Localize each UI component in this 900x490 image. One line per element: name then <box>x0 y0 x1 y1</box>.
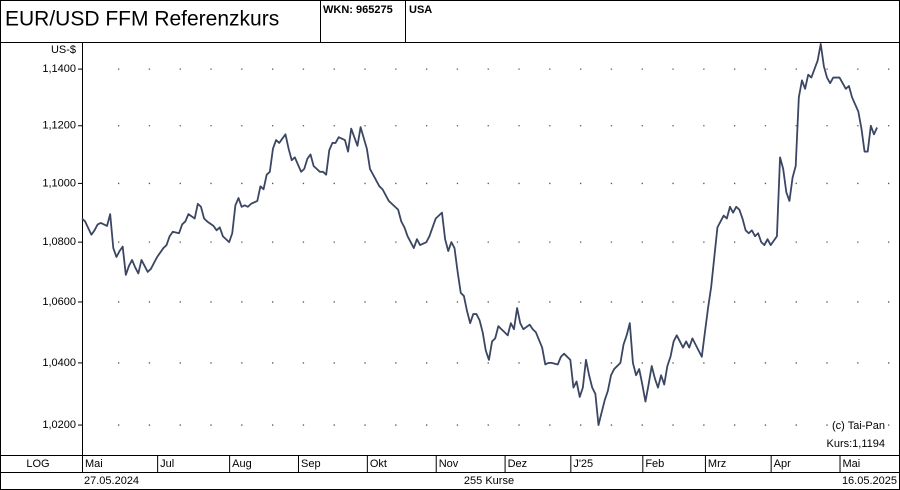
wkn: WKN: 965275 <box>323 4 393 16</box>
x-tick-label: Mai <box>843 458 861 470</box>
count: 255 Kurse <box>464 475 514 487</box>
country: USA <box>409 4 432 16</box>
y-tick-label: 1,1000 <box>42 177 76 189</box>
x-tick-label: J'25 <box>573 458 593 470</box>
x-tick-label: Dez <box>508 458 528 470</box>
y-unit: US-$ <box>51 44 76 56</box>
end-date: 16.05.2025 <box>842 475 897 487</box>
x-tick-label: Mrz <box>708 458 726 470</box>
x-tick-label: Jul <box>160 458 174 470</box>
y-tick-label: 1,0600 <box>42 296 76 308</box>
copyright: (c) Tai-Pan <box>832 420 885 432</box>
y-tick-label: 1,0800 <box>42 236 76 248</box>
x-tick-label: Okt <box>370 458 387 470</box>
scale-label: LOG <box>26 458 49 470</box>
x-tick-label: Aug <box>232 458 252 470</box>
y-tick-label: 1,0200 <box>42 419 76 431</box>
x-tick-label: Apr <box>774 458 791 470</box>
x-tick-label: Sep <box>301 458 321 470</box>
chart-title: EUR/USD FFM Referenzkurs <box>5 8 279 31</box>
price-line <box>81 43 878 426</box>
last-price: Kurs:1,1194 <box>826 438 885 450</box>
x-tick-label: Mai <box>85 458 103 470</box>
y-tick-label: 1,1200 <box>42 120 76 132</box>
x-tick-label: Nov <box>439 458 459 470</box>
start-date: 27.05.2024 <box>84 475 139 487</box>
y-tick-label: 1,0400 <box>42 357 76 369</box>
x-tick-label: Feb <box>645 458 664 470</box>
y-tick-label: 1,1400 <box>42 63 76 75</box>
